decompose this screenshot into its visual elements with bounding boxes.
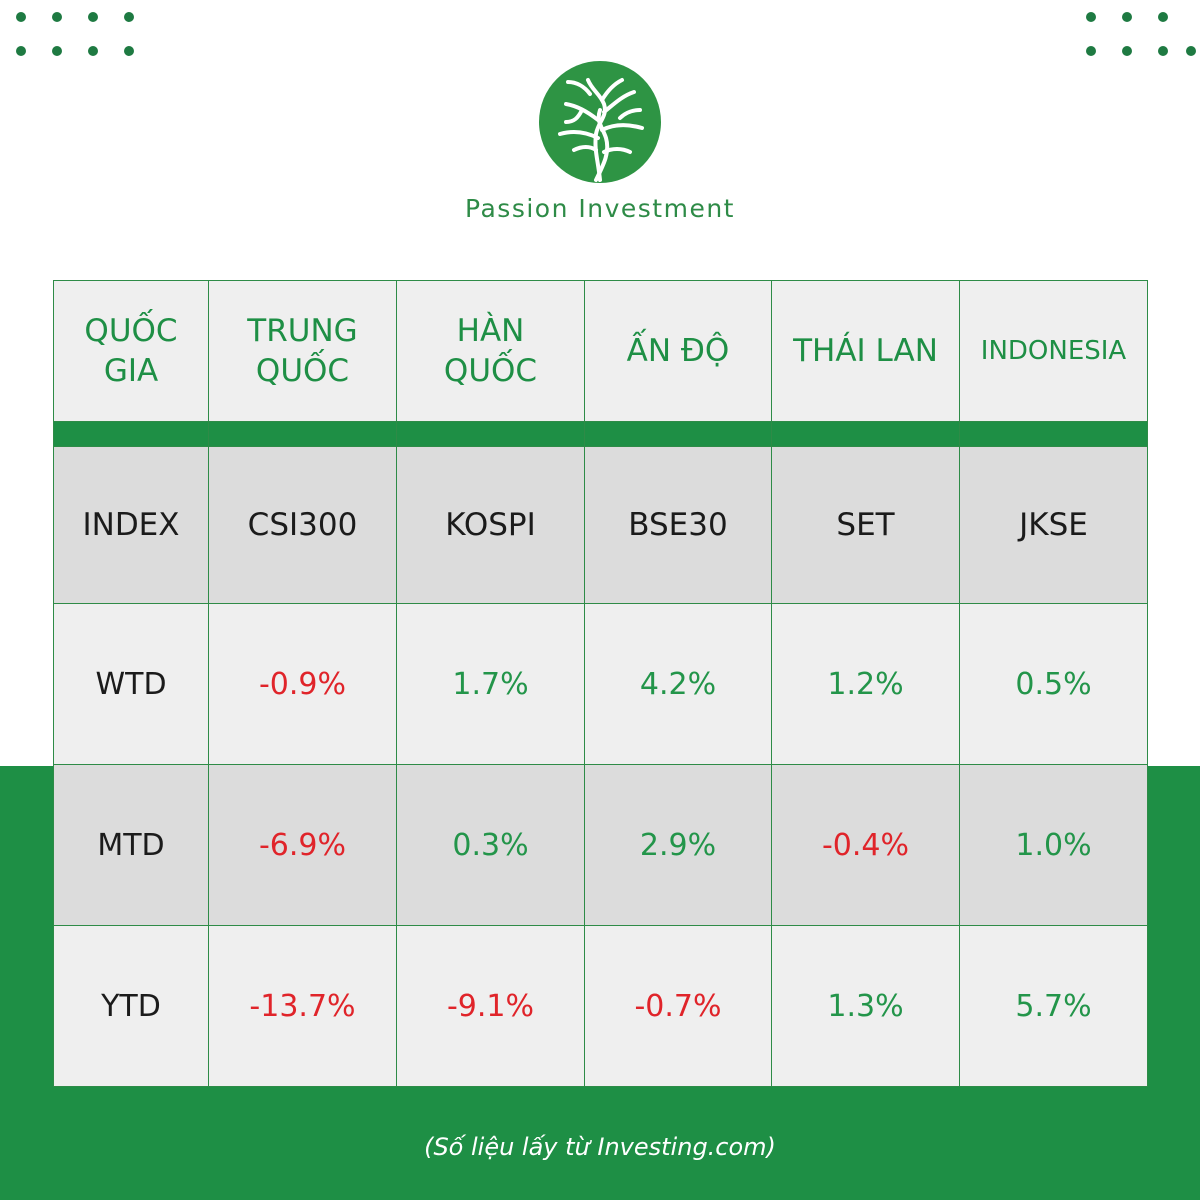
country-header-row: QUỐC GIA TRUNG QUỐC HÀN QUỐC ẤN ĐỘ THÁI … xyxy=(53,280,1148,422)
dot-pattern-top-right xyxy=(1086,12,1196,62)
header-country: THÁI LAN xyxy=(771,280,960,422)
divider-cell xyxy=(396,421,585,447)
brand-name: Passion Investment xyxy=(465,194,735,223)
return-value: -0.4% xyxy=(771,764,960,926)
header-country: HÀN QUỐC xyxy=(396,280,585,422)
period-label: WTD xyxy=(53,603,209,765)
divider-cell xyxy=(53,421,209,447)
return-value: -13.7% xyxy=(208,925,397,1087)
header-country-text: TRUNG QUỐC xyxy=(247,313,358,389)
return-value: -0.7% xyxy=(584,925,772,1087)
return-value: 1.0% xyxy=(959,764,1148,926)
header-country: ẤN ĐỘ xyxy=(584,280,772,422)
period-label: YTD xyxy=(53,925,209,1087)
header-divider-bar xyxy=(53,421,1148,447)
table-row-mtd: MTD -6.9% 0.3% 2.9% -0.4% 1.0% xyxy=(53,764,1148,926)
header-label-country: QUỐC GIA xyxy=(53,280,209,422)
return-value: 1.2% xyxy=(771,603,960,765)
index-name: KOSPI xyxy=(396,446,585,604)
header-country: INDONESIA xyxy=(959,280,1148,422)
index-label: INDEX xyxy=(53,446,209,604)
table-row-wtd: WTD -0.9% 1.7% 4.2% 1.2% 0.5% xyxy=(53,603,1148,765)
return-value: 2.9% xyxy=(584,764,772,926)
divider-cell xyxy=(959,421,1148,447)
divider-cell xyxy=(584,421,772,447)
dot-pattern-top-left xyxy=(16,12,136,62)
header-label-text: QUỐC GIA xyxy=(84,313,178,389)
market-index-table: QUỐC GIA TRUNG QUỐC HÀN QUỐC ẤN ĐỘ THÁI … xyxy=(53,280,1148,1087)
return-value: -0.9% xyxy=(208,603,397,765)
return-value: 1.3% xyxy=(771,925,960,1087)
return-value: 0.3% xyxy=(396,764,585,926)
index-name: BSE30 xyxy=(584,446,772,604)
index-name: CSI300 xyxy=(208,446,397,604)
tree-logo-icon xyxy=(539,61,661,183)
header-country: TRUNG QUỐC xyxy=(208,280,397,422)
index-name: SET xyxy=(771,446,960,604)
index-name: JKSE xyxy=(959,446,1148,604)
index-row: INDEX CSI300 KOSPI BSE30 SET JKSE xyxy=(53,446,1148,604)
data-source-note: (Số liệu lấy từ Investing.com) xyxy=(424,1133,776,1161)
table-row-ytd: YTD -13.7% -9.1% -0.7% 1.3% 5.7% xyxy=(53,925,1148,1087)
divider-cell xyxy=(771,421,960,447)
header-country-text: HÀN QUỐC xyxy=(443,313,538,389)
return-value: 5.7% xyxy=(959,925,1148,1087)
divider-cell xyxy=(208,421,397,447)
return-value: 4.2% xyxy=(584,603,772,765)
return-value: 0.5% xyxy=(959,603,1148,765)
period-label: MTD xyxy=(53,764,209,926)
return-value: 1.7% xyxy=(396,603,585,765)
return-value: -9.1% xyxy=(396,925,585,1087)
return-value: -6.9% xyxy=(208,764,397,926)
